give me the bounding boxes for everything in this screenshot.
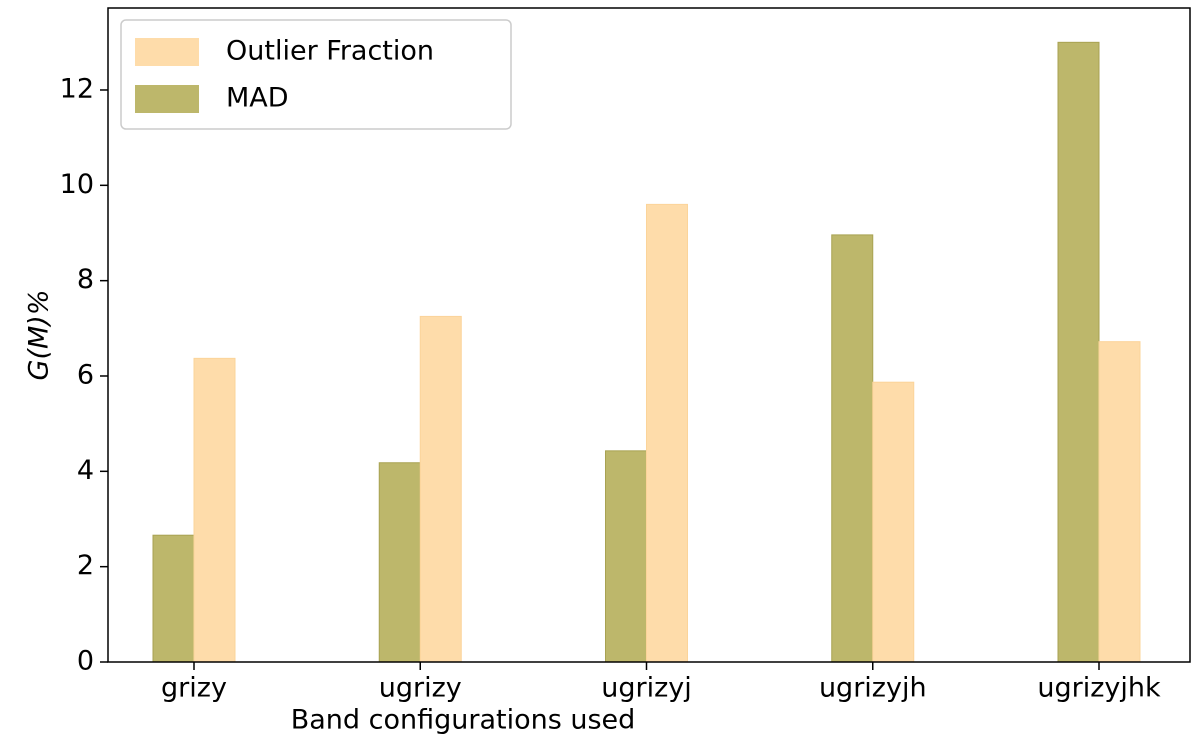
bar (1098, 341, 1141, 663)
y-tick-label: 2 (77, 550, 94, 581)
bar (646, 203, 688, 663)
legend-swatch (135, 85, 199, 113)
x-axis-label: Band configurations used (291, 705, 636, 736)
bar (419, 315, 462, 663)
y-tick-label: 6 (77, 359, 94, 390)
legend-box (120, 19, 512, 130)
x-tick-label: grizy (161, 673, 227, 704)
x-tick-label: ugrizyj (601, 673, 692, 704)
legend-label: MAD (226, 83, 289, 114)
legend-label: Outlier Fraction (226, 36, 434, 67)
bar (193, 357, 236, 663)
plot-frame (107, 7, 1191, 663)
x-tick-label: ugrizyjh (819, 673, 927, 704)
x-tick-label: ugrizyjhk (1037, 673, 1161, 704)
legend-swatch (135, 38, 199, 66)
bar (831, 234, 874, 663)
y-tick-label: 0 (77, 646, 94, 677)
y-tick-label: 8 (77, 264, 94, 295)
y-axis-label: G(M)% (24, 290, 55, 381)
bar (378, 462, 421, 663)
y-tick-label: 10 (60, 169, 94, 200)
bar (605, 450, 647, 663)
bar (152, 534, 195, 663)
y-tick-label: 4 (77, 455, 94, 486)
bar (1057, 41, 1100, 663)
bar (872, 381, 915, 663)
y-tick-label: 12 (60, 73, 94, 104)
x-tick-label: ugrizy (379, 673, 462, 704)
